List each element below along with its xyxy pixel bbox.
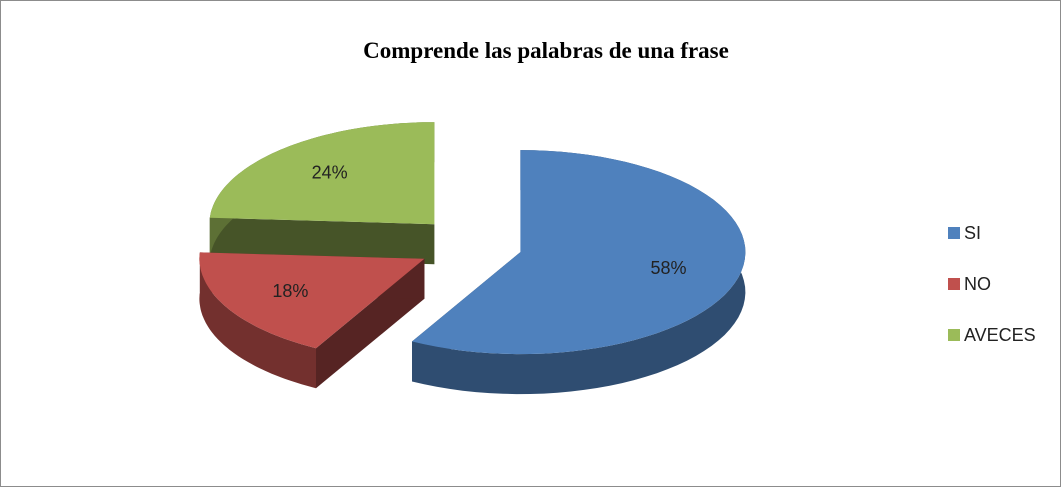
legend-swatch bbox=[948, 278, 960, 290]
slice bbox=[199, 252, 425, 349]
legend-label: SI bbox=[964, 223, 981, 243]
legend-swatch bbox=[948, 329, 960, 341]
data-label: 18% bbox=[272, 281, 308, 301]
legend-label: NO bbox=[964, 274, 991, 294]
data-label: 24% bbox=[312, 162, 348, 182]
chart-title: Comprende las palabras de una frase bbox=[363, 38, 729, 63]
data-label: 58% bbox=[651, 258, 687, 278]
pie: 58% 18% 24% bbox=[199, 122, 746, 395]
slice bbox=[209, 122, 435, 225]
slice bbox=[412, 150, 746, 355]
legend-swatch bbox=[948, 227, 960, 239]
slice-wall bbox=[199, 252, 316, 389]
legend: SI NO AVECES bbox=[948, 223, 1036, 345]
legend-label: AVECES bbox=[964, 325, 1036, 345]
slice-side bbox=[209, 217, 435, 265]
